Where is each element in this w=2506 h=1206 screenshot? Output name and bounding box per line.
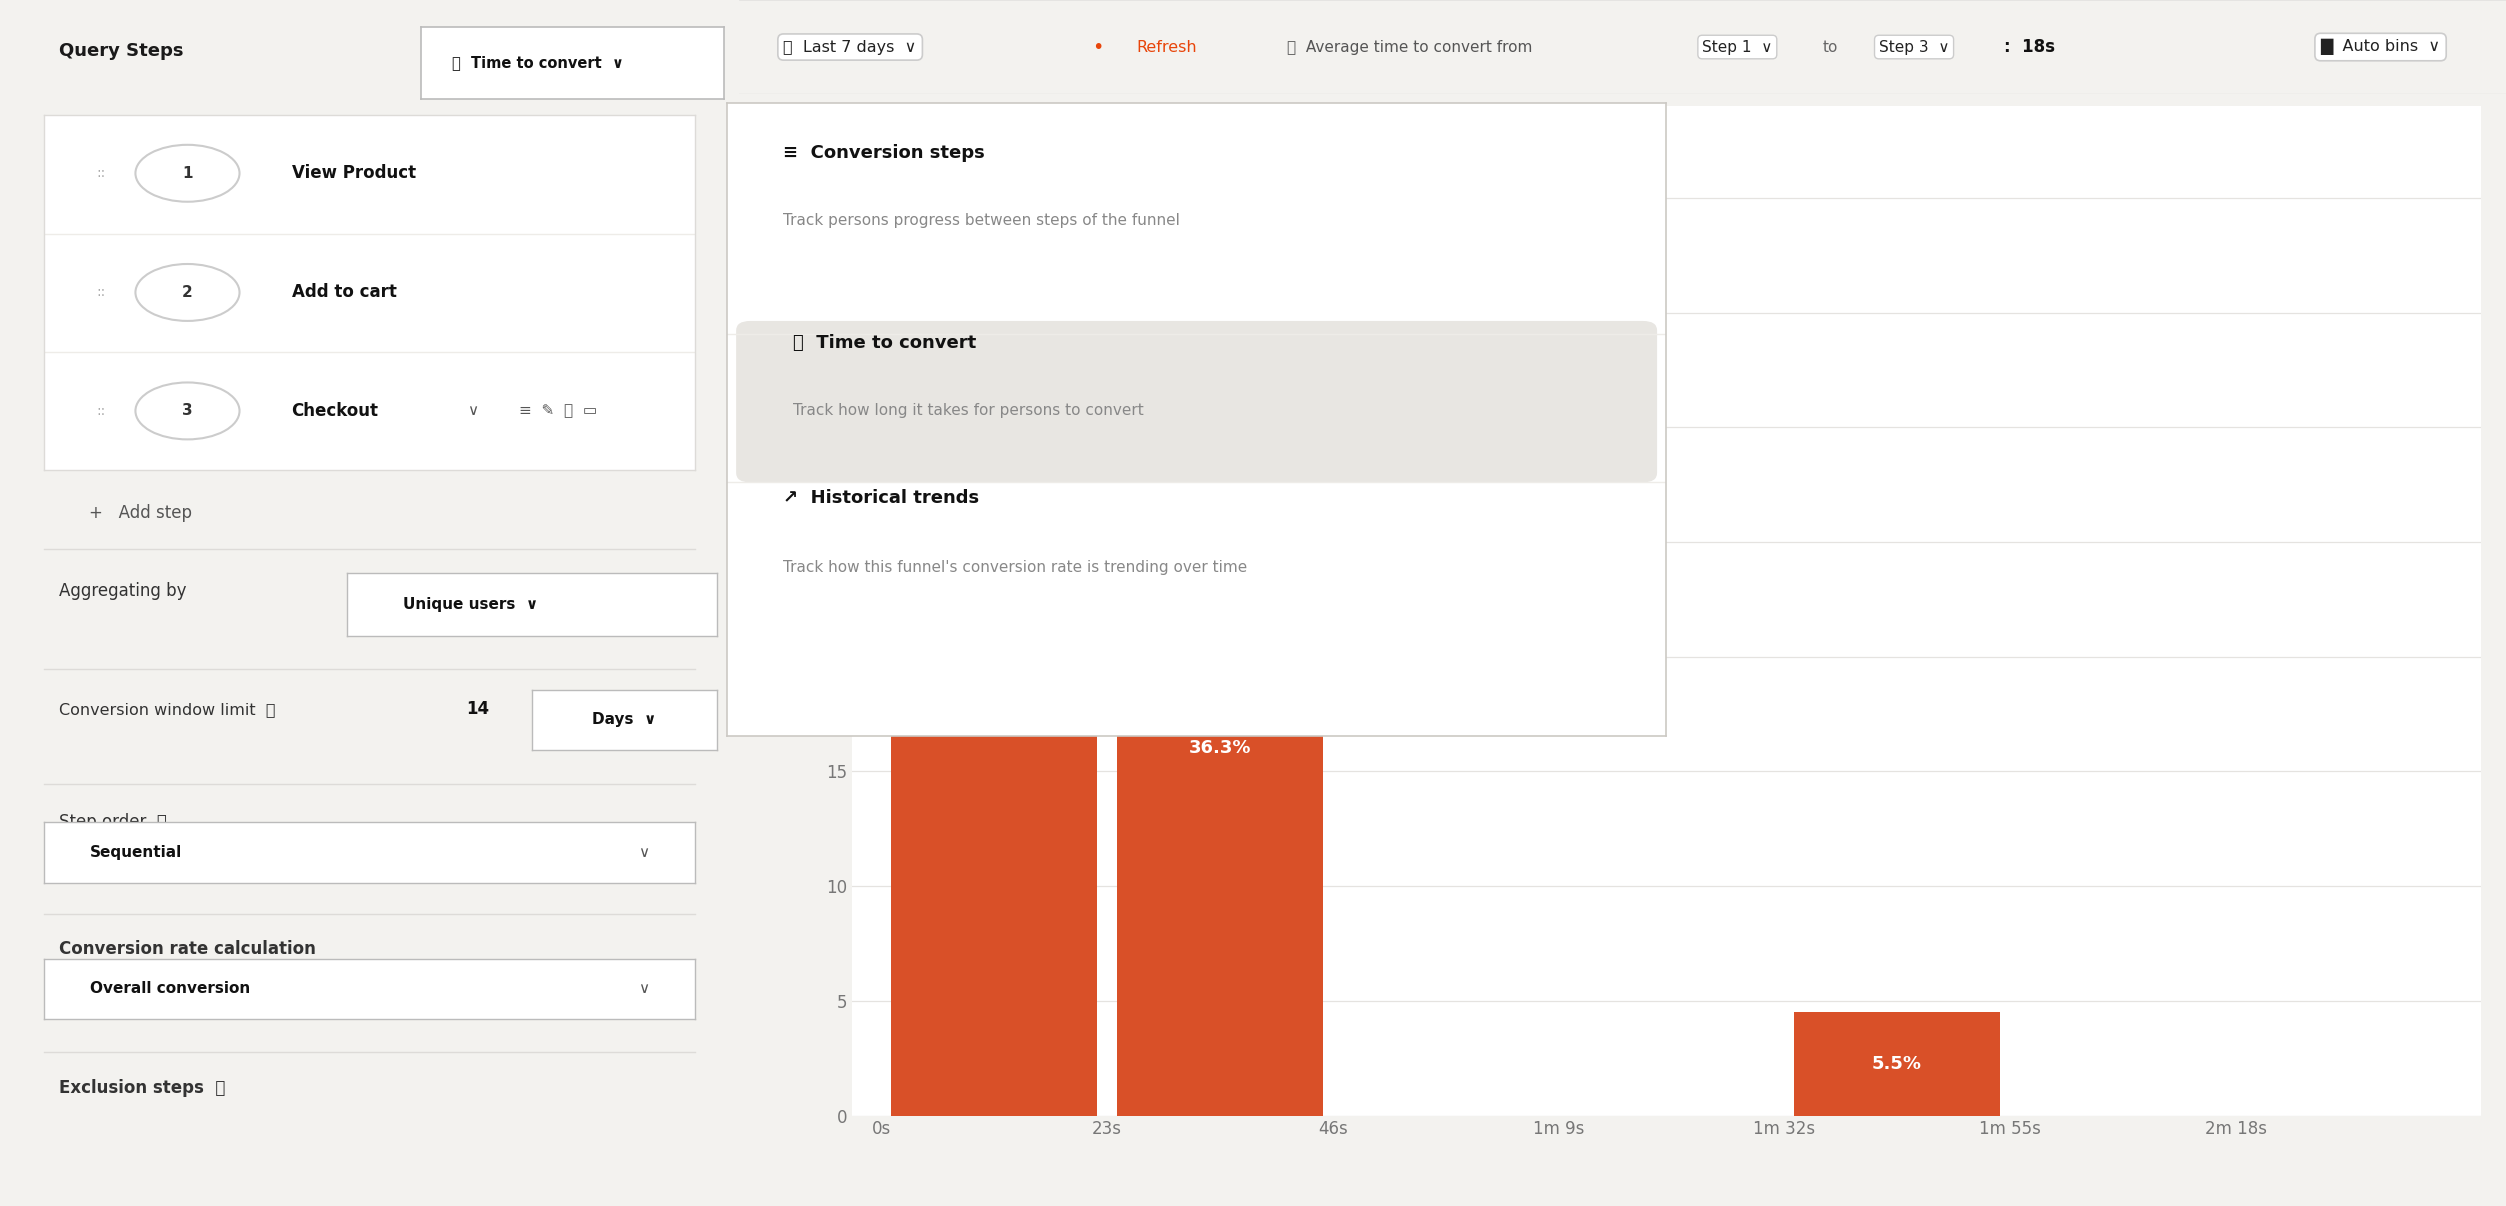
Text: to: to [1822,40,1837,54]
Text: ::: :: [95,166,105,180]
Text: 5.5%: 5.5% [1872,1055,1922,1073]
Text: ∨: ∨ [466,404,479,418]
Text: Conversion window limit  ⓘ: Conversion window limit ⓘ [60,702,276,716]
Text: Unique users  ∨: Unique users ∨ [403,597,539,611]
Text: +   Add step: + Add step [88,504,193,521]
Text: Exclusion steps  ⓘ: Exclusion steps ⓘ [60,1079,226,1096]
Bar [892,152,1098,1116]
Bar [1794,1012,2000,1116]
Text: Days  ∨: Days ∨ [591,713,657,727]
Text: ∨: ∨ [639,982,649,996]
Text: ⏱  Time to convert: ⏱ Time to convert [792,334,975,352]
Text: Refresh: Refresh [1138,40,1198,54]
Text: Step order  ⓘ: Step order ⓘ [60,814,168,831]
Text: 3: 3 [183,404,193,418]
Text: 36.3%: 36.3% [1188,739,1250,757]
Text: ∨: ∨ [639,845,649,860]
Text: Checkout: Checkout [291,402,378,420]
Text: Overall conversion: Overall conversion [90,982,251,996]
Text: Step 3  ∨: Step 3 ∨ [1880,40,1950,54]
Text: Graph type: Graph type [421,43,509,58]
Text: █  Auto bins  ∨: █ Auto bins ∨ [2321,39,2441,55]
Text: ≡  ✎  ⎘  ▭: ≡ ✎ ⎘ ▭ [519,404,596,418]
Text: 📅  Last 7 days  ∨: 📅 Last 7 days ∨ [784,40,917,54]
Text: Track how long it takes for persons to convert: Track how long it takes for persons to c… [792,403,1143,418]
Text: Conversion rate calculation: Conversion rate calculation [60,941,316,958]
Text: 14: 14 [466,701,489,718]
Text: ::: :: [95,404,105,418]
Text: Add to cart: Add to cart [291,283,396,302]
Text: ⏱  Time to convert  ∨: ⏱ Time to convert ∨ [451,55,624,70]
Text: ↗  Historical trends: ↗ Historical trends [782,488,980,507]
Text: 1: 1 [183,165,193,181]
FancyBboxPatch shape [737,321,1656,482]
Text: Query Steps: Query Steps [60,42,183,59]
Text: Sequential: Sequential [90,845,183,860]
Text: 2: 2 [183,285,193,300]
Text: ≡  Conversion steps: ≡ Conversion steps [782,144,985,162]
Text: Aggregating by: Aggregating by [60,582,185,599]
Bar [1118,381,1323,1116]
Text: ::: :: [95,286,105,299]
Text: •: • [1093,37,1105,57]
Text: View Product: View Product [291,164,416,182]
Text: Track persons progress between steps of the funnel: Track persons progress between steps of … [782,213,1180,228]
Text: Track how this funnel's conversion rate is trending over time: Track how this funnel's conversion rate … [782,560,1248,574]
Text: Step 1  ∨: Step 1 ∨ [1702,40,1772,54]
Text: :  18s: : 18s [2005,39,2055,55]
Text: ⓘ  Average time to convert from: ⓘ Average time to convert from [1288,40,1531,54]
